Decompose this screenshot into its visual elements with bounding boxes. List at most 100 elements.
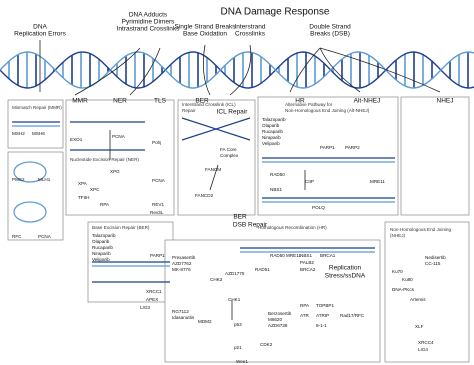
damage-type: Double Strand	[309, 24, 351, 31]
protein-label: ATRIP	[316, 313, 329, 318]
protein-label: XRCC4	[418, 340, 434, 345]
panel-title: Interstrand Crosslink (ICL)	[182, 102, 236, 107]
protein-label: MK-8776	[172, 267, 191, 272]
dna-strand-icons-light	[12, 125, 395, 267]
pathway-label: BER	[233, 214, 247, 221]
damage-type: Crosslinks	[235, 31, 266, 38]
protein-label: NBS1	[300, 253, 312, 258]
damage-type: Single Strand Breaks	[174, 24, 236, 31]
arrow	[319, 47, 361, 93]
protein-label: 9-1-1	[316, 323, 327, 328]
protein-label: CHK2	[210, 277, 223, 282]
damage-type: Breaks (DSB)	[310, 31, 350, 38]
protein-label: XPG	[110, 169, 120, 174]
protein-label: PARP1	[150, 253, 165, 258]
dna-helix	[0, 51, 474, 89]
protein-label: Veliparib	[92, 257, 110, 262]
pathway-label: Alt-NHEJ	[354, 98, 381, 105]
arrows	[39, 40, 441, 320]
protein-label: M6620	[268, 317, 282, 322]
protein-label: XRCC1	[146, 289, 162, 294]
damage-type: Intrastrand Crosslinks	[117, 26, 181, 33]
protein-label: RPA	[300, 303, 310, 308]
arrow	[319, 47, 441, 93]
protein-label: AZD6738	[268, 323, 288, 328]
icl-box	[177, 99, 256, 216]
panel-title: Nucleotide Excision Repair (NER)	[70, 157, 139, 162]
protein-label: Talazoparib	[92, 233, 116, 238]
protein-label: RFC	[12, 234, 22, 239]
protein-label: Prexasertib	[172, 255, 196, 260]
protein-label: Rucaparib	[262, 129, 283, 134]
strand	[0, 51, 474, 89]
loop	[13, 161, 47, 183]
protein-label: Olaparib	[92, 239, 110, 244]
protein-label: PCNA	[152, 178, 166, 183]
damage-type: Pyrimidine Dimers	[122, 19, 175, 26]
protein-label: PARP1	[320, 145, 335, 150]
protein-label: FANCM	[205, 167, 221, 172]
protein-label: ATR	[300, 313, 310, 318]
protein-label: LIG3	[140, 305, 150, 310]
protein-label: Talazoparib	[262, 117, 286, 122]
panel-title: Homologous Recombination (HR)	[258, 225, 327, 230]
panel-title: Mismatch Repair (MMR)	[12, 105, 62, 110]
damage-type: Replication Errors	[14, 31, 66, 38]
protein-label: XPC	[90, 187, 100, 192]
protein-label: RG7112	[172, 309, 189, 314]
protein-label: Rad17/RFC	[340, 313, 365, 318]
protein-label: BRCA1	[320, 253, 336, 258]
protein-label: FA Core	[220, 147, 237, 152]
pathway-label: NHEJ	[437, 98, 454, 105]
protein-label: CHK1	[228, 297, 241, 302]
protein-label: NBS1	[270, 187, 282, 192]
protein-label: MLH1	[38, 177, 51, 182]
damage-type: DNA	[33, 24, 47, 31]
damage-type: Interstrand	[234, 24, 265, 31]
protein-label: CC-115	[425, 261, 441, 266]
protein-label: Berzosertib	[268, 311, 292, 316]
arrow	[74, 47, 141, 96]
pathway-label: MMR	[72, 98, 88, 105]
panel-title: (NHEJ)	[390, 233, 406, 238]
protein-label: XPA	[78, 181, 88, 186]
protein-label: CDK2	[260, 342, 273, 347]
protein-label: MRE11	[370, 179, 385, 184]
protein-label: MRE11	[286, 253, 301, 258]
strand	[0, 51, 474, 89]
protein-label: RAD51	[255, 267, 270, 272]
protein-label: Polη	[152, 140, 162, 145]
pathway-label: HR	[295, 98, 305, 105]
arrow	[229, 44, 252, 96]
protein-label: Rucaparib	[92, 245, 113, 250]
protein-label: EXO1	[70, 137, 83, 142]
pathway-label: NER	[113, 98, 127, 105]
protein-label: p21	[234, 345, 242, 350]
protein-label: PCNA	[38, 234, 52, 239]
panel-title: Repair	[182, 108, 196, 113]
protein-label: Rev3L	[150, 210, 164, 215]
protein-label: AZD7762	[172, 261, 192, 266]
pathway-label: ICL Repair	[217, 109, 249, 116]
protein-label: CtIP	[305, 179, 314, 184]
stress-label: Stress/ssDNA	[325, 273, 366, 280]
protein-label: RPA	[100, 202, 110, 207]
protein-label: Niraparib	[92, 251, 111, 256]
protein-label: PALB2	[300, 260, 314, 265]
dna-strand-icons	[12, 117, 395, 283]
arrow	[202, 44, 211, 96]
pathway-label: TLS	[154, 98, 167, 105]
panel-title: Non-Homologous End Joining	[390, 227, 451, 232]
panel-title: Base Excision Repair (BER)	[92, 225, 150, 230]
protein-label: LIG4	[418, 347, 428, 352]
protein-label: TFIIH	[78, 195, 89, 200]
protein-label: DNA-PKcs	[392, 287, 415, 292]
strand	[181, 117, 251, 141]
arrow	[289, 47, 321, 93]
protein-label: MSH6	[32, 131, 45, 136]
protein-label: AZD1775	[225, 271, 245, 276]
damage-type: Base Oxidation	[183, 31, 227, 38]
damage-type: DNA Adducts	[129, 12, 168, 19]
panel-title: Non-Homologous End Joining (Alt-NHEJ)	[285, 108, 370, 113]
arrow	[129, 47, 161, 96]
